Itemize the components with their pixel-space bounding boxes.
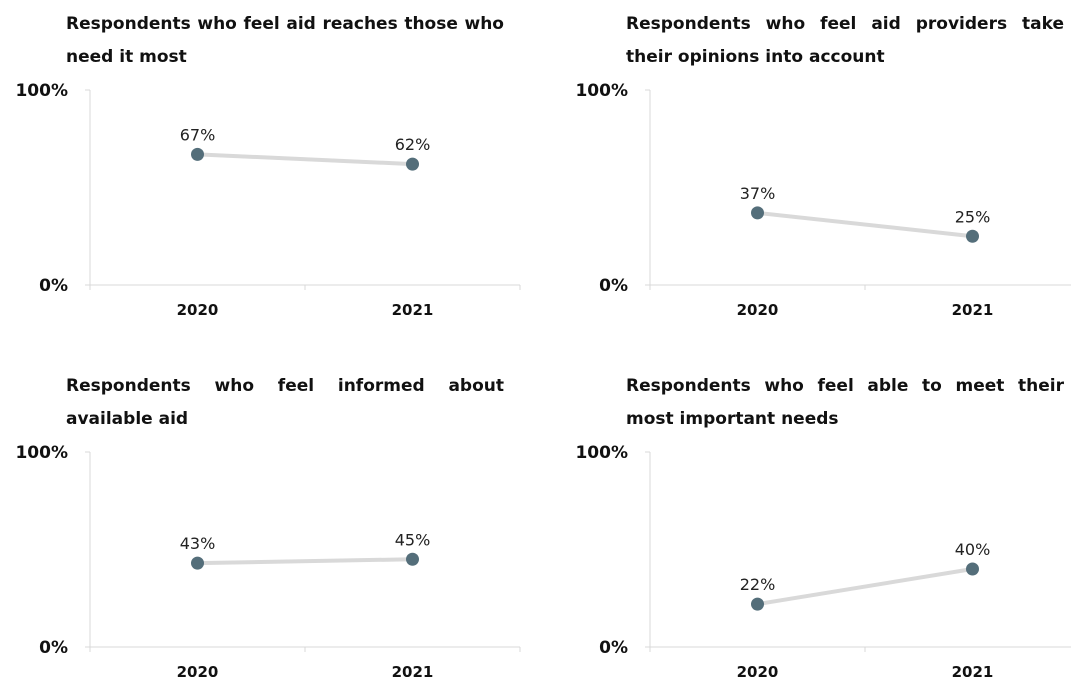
x-tick-label: 2020	[177, 663, 219, 681]
series-line	[195, 152, 415, 167]
chart-panel-meet-needs: Respondents who feel able to meet their …	[560, 362, 1071, 692]
data-point	[751, 597, 764, 611]
x-tick-label: 2020	[737, 663, 779, 681]
data-point	[191, 556, 204, 570]
x-tick-label: 2021	[392, 301, 434, 319]
data-point	[406, 157, 419, 171]
line-chart: 0% 100% 2020 2021 37% 25%	[575, 81, 1071, 319]
data-label: 22%	[740, 575, 776, 594]
series-line	[195, 557, 415, 566]
series-line	[755, 210, 975, 239]
chart-title: Respondents who feel able to meet their …	[626, 376, 1064, 429]
line-chart: 0% 100% 2020 2021 22% 40%	[575, 443, 1071, 681]
data-label: 43%	[180, 534, 216, 553]
y-tick-label: 0%	[39, 276, 68, 296]
data-point	[406, 552, 419, 566]
x-tick-label: 2020	[177, 301, 219, 319]
data-label: 62%	[395, 135, 431, 154]
y-tick-label: 100%	[575, 81, 628, 101]
line-chart: 0% 100% 2020 2021 67% 62%	[15, 81, 521, 319]
chart-title: Respondents who feel aid providers take …	[626, 14, 1064, 67]
chart-panel-opinions-considered: Respondents who feel aid providers take …	[560, 0, 1071, 330]
data-point	[966, 229, 979, 243]
x-tick-label: 2021	[952, 663, 994, 681]
data-label: 25%	[955, 207, 991, 226]
chart-title: Respondents who feel aid reaches those w…	[66, 14, 504, 67]
y-tick-label: 0%	[39, 638, 68, 658]
data-label: 40%	[955, 540, 991, 559]
data-point	[751, 206, 764, 220]
data-label: 37%	[740, 184, 776, 203]
y-tick-label: 0%	[599, 276, 628, 296]
y-tick-label: 100%	[15, 443, 68, 463]
data-label: 67%	[180, 125, 216, 144]
series-line	[755, 567, 975, 607]
data-point	[966, 562, 979, 576]
y-tick-label: 100%	[575, 443, 628, 463]
x-tick-label: 2021	[392, 663, 434, 681]
data-label: 45%	[395, 530, 431, 549]
x-tick-label: 2021	[952, 301, 994, 319]
line-chart: 0% 100% 2020 2021 43% 45%	[15, 443, 521, 681]
chart-title: Respondents who feel informed about avai…	[66, 376, 504, 429]
y-tick-label: 0%	[599, 638, 628, 658]
x-tick-label: 2020	[737, 301, 779, 319]
chart-panel-informed-about-aid: Respondents who feel informed about avai…	[0, 362, 521, 692]
y-tick-label: 100%	[15, 81, 68, 101]
chart-panel-aid-reaches: Respondents who feel aid reaches those w…	[0, 0, 521, 330]
data-point	[191, 147, 204, 161]
